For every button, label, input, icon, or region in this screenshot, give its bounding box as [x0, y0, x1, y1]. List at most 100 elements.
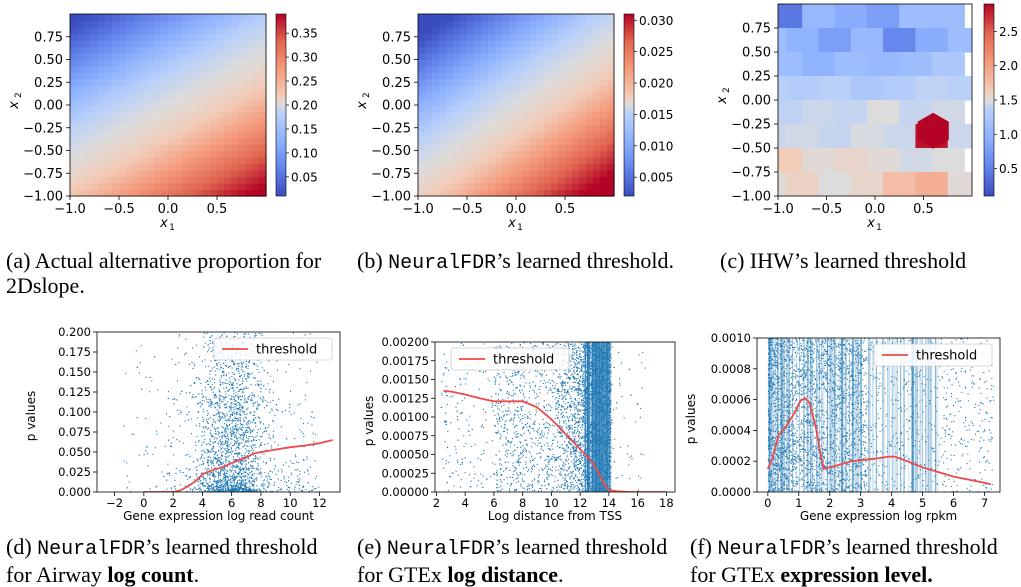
- heatmap-cell: [558, 60, 566, 67]
- scatter-point: [250, 436, 251, 437]
- heatmap-cell: [537, 47, 545, 54]
- heatmap-cell: [467, 99, 475, 106]
- heatmap-cell: [77, 86, 85, 93]
- scatter-point: [306, 459, 307, 460]
- scatter-point: [197, 466, 198, 467]
- heatmap-cell: [245, 112, 253, 119]
- heatmap-cell: [161, 105, 169, 112]
- scatter-point: [231, 434, 232, 435]
- heatmap-cell: [161, 131, 169, 138]
- heatmap-cell: [168, 92, 176, 99]
- scatter-point: [290, 460, 291, 461]
- heatmap-cell: [182, 105, 190, 112]
- scatter-point: [236, 438, 237, 439]
- scatter-point: [201, 445, 202, 446]
- scatter-point: [229, 480, 230, 481]
- heatmap-cell: [91, 157, 99, 164]
- heatmap-cell: [126, 177, 134, 184]
- heatmap-cell: [544, 79, 552, 86]
- scatter-point: [264, 407, 265, 408]
- heatmap-cell: [182, 190, 190, 197]
- heatmap-cell: [607, 14, 615, 21]
- heatmap-cell: [70, 34, 78, 41]
- heatmap-cell: [607, 170, 615, 177]
- scatter-point: [241, 363, 242, 364]
- scatter-point: [256, 478, 257, 479]
- scatter-point: [543, 383, 544, 384]
- heatmap-cell: [119, 86, 127, 93]
- scatter-point: [289, 490, 290, 491]
- scatter-point: [208, 402, 209, 403]
- scatter-point: [228, 477, 229, 478]
- scatter-point: [231, 384, 232, 385]
- heatmap-cell: [126, 73, 134, 80]
- scatter-point: [210, 444, 211, 445]
- heatmap-cell: [259, 118, 267, 125]
- y-tick-label: 0.25: [382, 76, 411, 91]
- heatmap-cell: [189, 164, 197, 171]
- heatmap-cell: [70, 157, 78, 164]
- scatter-point: [205, 426, 206, 427]
- scatter-point: [237, 482, 238, 483]
- scatter-point: [227, 383, 228, 384]
- scatter-point: [221, 367, 222, 368]
- scatter-point: [202, 431, 203, 432]
- heatmap-cell: [446, 118, 454, 125]
- heatmap-cell: [446, 99, 454, 106]
- heatmap-cell: [425, 183, 433, 190]
- scatter-point: [239, 462, 240, 463]
- scatter-point: [240, 420, 241, 421]
- heatmap-cell: [77, 105, 85, 112]
- heatmap-cell: [210, 21, 218, 28]
- scatter-point: [235, 379, 236, 380]
- scatter-point: [207, 468, 208, 469]
- heatmap-cell: [161, 112, 169, 119]
- scatter-point: [174, 403, 175, 404]
- heatmap-cell: [175, 138, 183, 145]
- heatmap-cell: [126, 86, 134, 93]
- scatter-point: [253, 377, 254, 378]
- scatter-point: [227, 441, 228, 442]
- scatter-point: [221, 443, 222, 444]
- heatmap-cell: [509, 125, 517, 132]
- scatter-point: [227, 415, 228, 416]
- scatter-point: [173, 437, 174, 438]
- scatter-point: [235, 435, 236, 436]
- scatter-point: [168, 391, 169, 392]
- scatter-point: [295, 470, 296, 471]
- heatmap-cell: [474, 34, 482, 41]
- scatter-point: [185, 421, 186, 422]
- scatter-point: [163, 476, 164, 477]
- heatmap-cell: [196, 177, 204, 184]
- scatter-point: [225, 391, 226, 392]
- scatter-point: [229, 406, 230, 407]
- heatmap-cell: [189, 53, 197, 60]
- heatmap-cell: [537, 14, 545, 21]
- panel-e-scatter: 0.000000.000250.000500.000750.001000.001…: [362, 335, 675, 523]
- heatmap-cell: [439, 86, 447, 93]
- heatmap-cell: [175, 144, 183, 151]
- heatmap-cell: [537, 112, 545, 119]
- scatter-point: [258, 381, 259, 382]
- heatmap-cell: [425, 99, 433, 106]
- x-tick-label: −1.0: [762, 202, 794, 217]
- heatmap-cell: [217, 164, 225, 171]
- scatter-point: [222, 441, 223, 442]
- heatmap-cell: [432, 105, 440, 112]
- heatmap-cell: [203, 112, 211, 119]
- heatmap-cell: [460, 60, 468, 67]
- scatter-point: [186, 475, 187, 476]
- y-tick-label: 0.150: [58, 365, 91, 379]
- scatter-point: [231, 361, 232, 362]
- heatmap-cell: [217, 190, 225, 197]
- scatter-point: [300, 403, 301, 404]
- heatmap-cell: [565, 183, 573, 190]
- heatmap-cell: [259, 53, 267, 60]
- scatter-point: [232, 481, 233, 482]
- heatmap-cell: [481, 27, 489, 34]
- heatmap-cell: [196, 157, 204, 164]
- ihw-tile: [915, 76, 948, 101]
- heatmap-cell: [425, 190, 433, 197]
- heatmap-cell: [210, 151, 218, 158]
- heatmap-cell: [565, 79, 573, 86]
